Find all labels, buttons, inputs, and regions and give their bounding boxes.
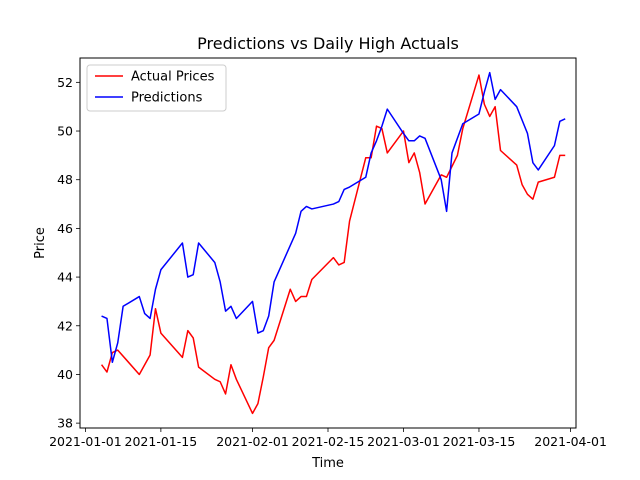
y-tick-label: 48 bbox=[57, 172, 73, 187]
legend: Actual Prices Predictions bbox=[86, 64, 227, 112]
y-tick-label: 44 bbox=[57, 270, 73, 285]
x-tick-label: 2021-02-01 bbox=[216, 434, 289, 449]
y-tick-label: 52 bbox=[57, 75, 73, 90]
legend-label-actual-prices: Actual Prices bbox=[131, 70, 215, 85]
x-tick-label: 2021-04-01 bbox=[534, 434, 607, 449]
y-axis: 38 40 42 44 46 48 50 52 bbox=[57, 75, 80, 431]
chart-title: Predictions vs Daily High Actuals bbox=[197, 34, 459, 53]
y-axis-title: Price bbox=[33, 227, 48, 259]
y-tick-label: 46 bbox=[57, 221, 73, 236]
x-tick-label: 2021-02-15 bbox=[292, 434, 365, 449]
y-tick-label: 42 bbox=[57, 318, 73, 333]
x-tick-label: 2021-01-15 bbox=[125, 434, 198, 449]
series-line-predictions bbox=[101, 71, 566, 364]
x-tick-label: 2021-01-01 bbox=[49, 434, 122, 449]
series-layer bbox=[100, 71, 566, 415]
x-axis: 2021-01-01 2021-01-15 2021-02-01 2021-02-15… bbox=[49, 428, 607, 449]
y-tick-label: 40 bbox=[57, 367, 73, 382]
legend-label-predictions: Predictions bbox=[131, 91, 203, 106]
y-tick-label: 38 bbox=[57, 416, 73, 431]
x-axis-title: Time bbox=[311, 456, 344, 471]
x-tick-label: 2021-03-01 bbox=[367, 434, 440, 449]
x-tick-label: 2021-03-15 bbox=[443, 434, 516, 449]
y-tick-label: 50 bbox=[57, 124, 73, 139]
series-line-actual-prices bbox=[100, 74, 566, 415]
